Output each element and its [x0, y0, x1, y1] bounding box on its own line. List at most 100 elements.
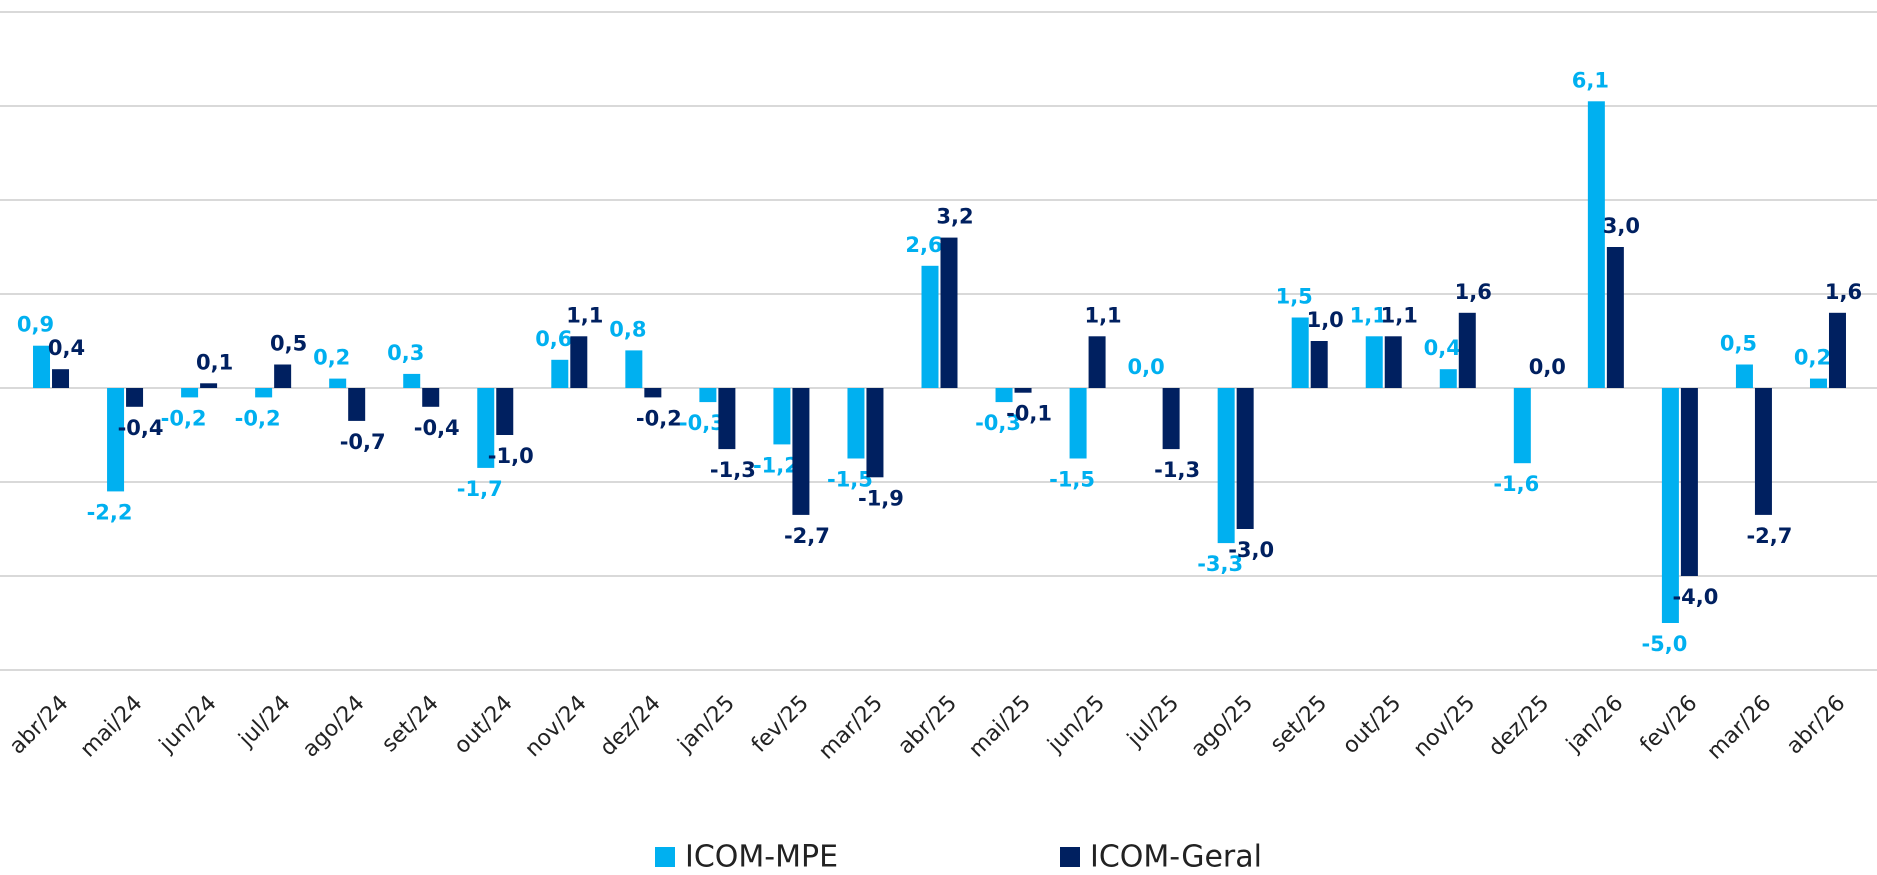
- value-label: 0,5: [1720, 332, 1757, 356]
- bar: [107, 388, 125, 492]
- value-label: -1,0: [488, 444, 534, 468]
- bar: [1587, 101, 1605, 389]
- bar: [1513, 388, 1531, 464]
- legend-label: ICOM-MPE: [685, 840, 838, 875]
- value-label: -0,1: [1006, 402, 1052, 426]
- value-label: -0,4: [118, 416, 164, 440]
- bar: [847, 388, 865, 459]
- value-label: -0,3: [679, 411, 725, 435]
- bar: [1439, 369, 1457, 388]
- x-tick-label: set/25: [1266, 691, 1332, 757]
- value-label: -0,2: [636, 406, 682, 430]
- value-label: -2,7: [784, 524, 830, 548]
- value-label: -0,2: [161, 406, 207, 430]
- value-label: 0,6: [535, 327, 572, 351]
- value-label: 0,2: [1794, 346, 1831, 370]
- x-tick-label: mar/26: [1703, 691, 1777, 765]
- x-tick-label: mai/24: [76, 691, 148, 763]
- x-tick-label: abr/25: [893, 691, 962, 760]
- value-label: -1,7: [457, 477, 503, 501]
- bar: [718, 388, 736, 450]
- value-label: -0,4: [414, 416, 460, 440]
- x-tick-label: dez/24: [595, 691, 665, 761]
- value-label: -2,2: [87, 500, 133, 524]
- bar: [477, 388, 495, 468]
- value-label: -0,3: [975, 411, 1021, 435]
- value-label: -1,3: [1154, 458, 1200, 482]
- bar: [921, 265, 939, 388]
- x-tick-label: mai/25: [964, 691, 1036, 763]
- bar: [1162, 388, 1180, 450]
- x-tick-label: mar/25: [814, 691, 888, 765]
- legend-swatch: [1060, 847, 1080, 867]
- x-tick-label: jul/24: [234, 691, 296, 753]
- bar: [699, 388, 717, 403]
- value-label: 1,6: [1825, 280, 1862, 304]
- x-tick-label: ago/24: [298, 691, 370, 763]
- bar: [551, 359, 569, 388]
- value-label: -1,9: [858, 486, 904, 510]
- x-tick-label: dez/25: [1484, 691, 1554, 761]
- value-label: -1,5: [1049, 468, 1095, 492]
- x-tick-label: out/25: [1338, 691, 1406, 759]
- x-tick-label: jul/25: [1122, 691, 1184, 753]
- value-label: 1,0: [1307, 308, 1344, 332]
- bar: [625, 350, 643, 388]
- legend-swatch: [655, 847, 675, 867]
- value-label: 1,1: [1084, 303, 1121, 327]
- value-label: 0,5: [270, 332, 307, 356]
- bar: [274, 364, 292, 388]
- value-label: 0,1: [196, 350, 233, 374]
- value-label: 0,0: [1128, 355, 1165, 379]
- bar: [52, 369, 70, 388]
- bar: [1735, 364, 1753, 388]
- bar: [773, 388, 791, 445]
- bar: [200, 383, 218, 388]
- bar: [1310, 341, 1328, 388]
- bar: [866, 388, 884, 478]
- bar: [1217, 388, 1235, 544]
- value-label: 0,0: [1529, 355, 1566, 379]
- legend-label: ICOM-Geral: [1090, 840, 1262, 875]
- bar: [1291, 317, 1309, 388]
- value-label: 1,1: [566, 303, 603, 327]
- x-tick-label: jan/25: [673, 691, 740, 758]
- bar: [1088, 336, 1106, 388]
- bar: [1680, 388, 1698, 576]
- bar: [1661, 388, 1679, 623]
- value-label: 0,4: [1424, 336, 1461, 360]
- value-label: -1,2: [753, 453, 799, 477]
- x-tick-label: out/24: [450, 691, 518, 759]
- bar: [1754, 388, 1772, 515]
- bar: [995, 388, 1013, 403]
- value-label: -1,5: [827, 468, 873, 492]
- bar: [1236, 388, 1254, 529]
- value-label: 1,6: [1455, 280, 1492, 304]
- value-label: 1,1: [1350, 303, 1387, 327]
- x-tick-label: nov/25: [1409, 691, 1480, 762]
- x-tick-label: jan/26: [1561, 691, 1628, 758]
- value-label: 2,6: [905, 233, 942, 257]
- value-label: 1,5: [1276, 285, 1313, 309]
- bar: [496, 388, 514, 435]
- bar: [1458, 312, 1476, 388]
- bar: [33, 345, 51, 388]
- value-label: -0,7: [340, 430, 386, 454]
- x-tick-label: ago/25: [1187, 691, 1259, 763]
- bar: [181, 388, 199, 398]
- x-tick-label: fev/25: [747, 691, 814, 758]
- bar: [1828, 312, 1846, 388]
- bar: [422, 388, 440, 407]
- value-label: -3,3: [1197, 552, 1243, 576]
- value-label: -4,0: [1672, 585, 1718, 609]
- value-label: 3,2: [936, 205, 973, 229]
- value-label: 1,1: [1381, 303, 1418, 327]
- x-tick-label: fev/26: [1635, 691, 1702, 758]
- x-tick-label: jun/25: [1043, 691, 1110, 758]
- x-tick-label: nov/24: [520, 691, 591, 762]
- bar: [1809, 378, 1827, 388]
- value-label: 0,2: [313, 346, 350, 370]
- value-label: -3,0: [1228, 538, 1274, 562]
- value-label: 0,4: [48, 336, 85, 360]
